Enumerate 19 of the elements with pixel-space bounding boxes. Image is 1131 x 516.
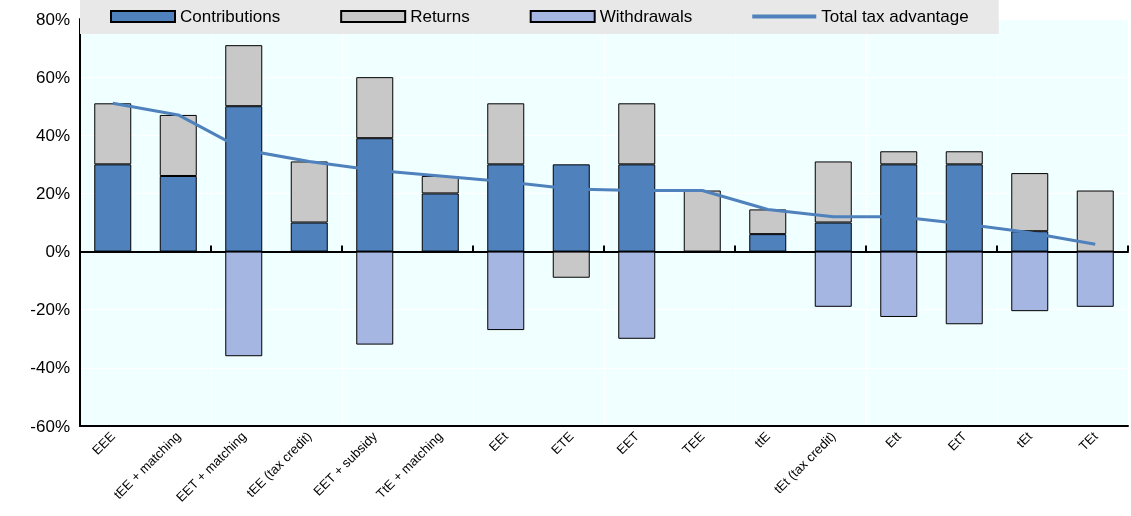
y-tick-label: 20% xyxy=(35,183,70,203)
y-tick-label: 80% xyxy=(35,9,70,29)
y-tick-label: -40% xyxy=(30,358,70,378)
x-tick-label: TEE xyxy=(679,428,708,458)
x-tick-label: ttE xyxy=(751,428,774,451)
y-tick-label: -60% xyxy=(30,416,70,436)
x-tick-label: TEt xyxy=(1075,428,1101,454)
legend-label: Withdrawals xyxy=(599,7,693,26)
x-tick-label: EEt xyxy=(485,428,512,455)
x-tick-label: Ett xyxy=(882,428,905,451)
y-tick-label: 40% xyxy=(35,125,70,145)
x-tick-label: tEt xyxy=(1013,428,1036,451)
y-tick-label: -20% xyxy=(30,300,70,320)
y-tick-label: 0% xyxy=(45,242,70,262)
legend-label: Contributions xyxy=(180,7,281,26)
legend-label: Returns xyxy=(410,7,470,26)
y-tick-label: 60% xyxy=(35,67,70,87)
x-tick-label: EtT xyxy=(944,428,970,454)
legend-label: Total tax advantage xyxy=(821,7,969,26)
